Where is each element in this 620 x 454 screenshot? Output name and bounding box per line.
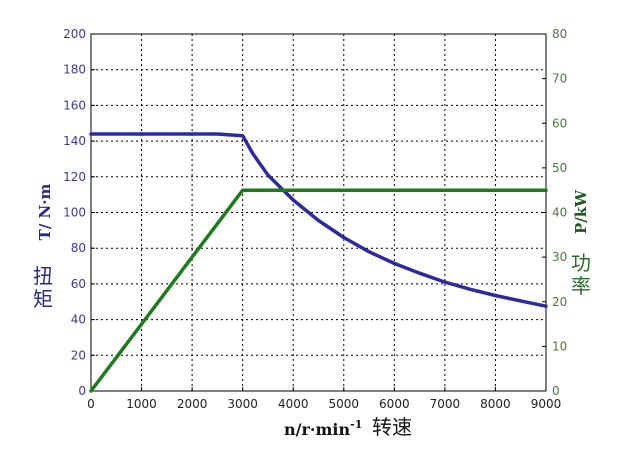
x-axis-label-sup: -1	[350, 418, 362, 431]
grid-lines	[91, 34, 546, 391]
x-tick-label: 8000	[480, 397, 511, 411]
left-axis-ticks: 0 20 40 60 80 100 120 140 160 180 200	[63, 27, 95, 398]
left-tick-label: 180	[63, 63, 86, 77]
right-axis-label-cn-1: 功	[571, 251, 591, 275]
x-tick-label: 7000	[430, 397, 461, 411]
data-series	[89, 132, 548, 393]
right-axis-label-cn-2: 率	[571, 274, 591, 298]
right-tick-label: 20	[552, 295, 567, 309]
x-tick-label: 2000	[177, 397, 208, 411]
x-tick-label: 6000	[379, 397, 410, 411]
right-tick-label: 10	[552, 339, 567, 353]
left-tick-label: 160	[63, 98, 86, 112]
x-axis-label-cn: 转速	[372, 415, 412, 439]
x-tick-label: 1000	[126, 397, 157, 411]
left-tick-label: 100	[63, 206, 86, 220]
left-axis-label: T/ N·m	[36, 184, 54, 241]
left-tick-label: 140	[63, 134, 86, 148]
left-tick-label: 20	[71, 348, 86, 362]
x-tick-label: 0	[87, 397, 95, 411]
left-tick-label: 80	[71, 241, 86, 255]
power-series-line	[89, 188, 548, 393]
right-tick-label: 50	[552, 161, 567, 175]
left-tick-label: 40	[71, 313, 86, 327]
left-tick-label: 120	[63, 170, 86, 184]
left-axis-label-cn-1: 扭	[33, 264, 53, 288]
right-tick-label: 40	[552, 206, 567, 220]
x-axis-label: n/r·min-1	[284, 418, 362, 439]
x-axis-label-main: n/r·min	[284, 420, 350, 439]
x-axis-ticks: 0 1000 2000 3000 4000 5000 6000 7000 8000 9000	[87, 387, 561, 411]
right-axis-ticks: 0 10 20 30 40 50 60 70 80	[542, 27, 567, 398]
right-tick-label: 70	[552, 72, 567, 86]
right-tick-label: 60	[552, 116, 567, 130]
left-axis-label-cn-2: 矩	[33, 287, 53, 311]
x-tick-label: 9000	[531, 397, 562, 411]
x-tick-label: 5000	[329, 397, 360, 411]
right-axis-label: P/kW	[572, 189, 590, 234]
right-tick-label: 30	[552, 250, 567, 264]
right-tick-label: 0	[552, 384, 560, 398]
torque-series-line	[89, 132, 548, 308]
left-tick-label: 0	[78, 384, 86, 398]
x-tick-label: 4000	[278, 397, 309, 411]
right-tick-label: 80	[552, 27, 567, 41]
left-tick-label: 200	[63, 27, 86, 41]
x-tick-label: 3000	[227, 397, 258, 411]
left-tick-label: 60	[71, 277, 86, 291]
